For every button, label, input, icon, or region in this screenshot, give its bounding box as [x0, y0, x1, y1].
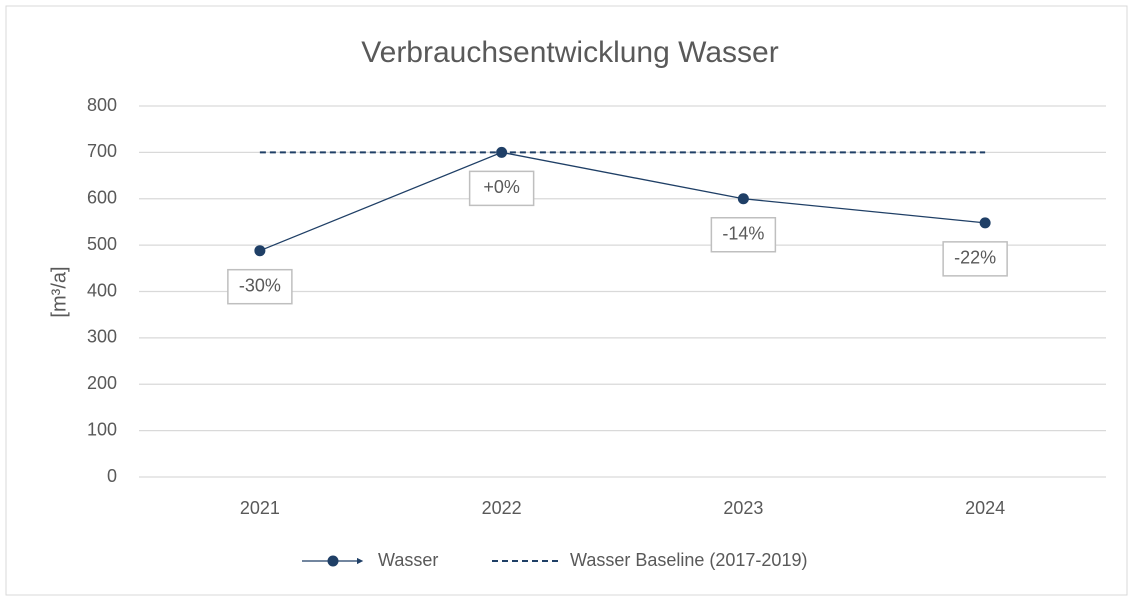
value-label-box [942, 241, 1008, 277]
x-tick-label: 2023 [723, 498, 763, 518]
data-point [737, 193, 749, 205]
legend-label: Wasser Baseline (2017-2019) [570, 550, 807, 570]
y-tick-label: 700 [87, 141, 117, 161]
legend-dot-symbol [327, 555, 339, 567]
series-line [259, 151, 986, 252]
y-tick-label: 600 [87, 188, 117, 208]
y-tick-label: 800 [87, 95, 117, 115]
y-tick-label: 200 [87, 373, 117, 393]
value-label-box [227, 268, 293, 305]
value-label-box [710, 217, 777, 253]
value-label: -30% [239, 275, 281, 295]
y-axis-label: [m³/a] [48, 266, 70, 317]
x-tick-label: 2024 [965, 498, 1005, 518]
value-label: +0% [483, 177, 520, 197]
y-tick-label: 500 [87, 234, 117, 254]
value-label: -22% [954, 248, 996, 268]
chart-title: Verbrauchsentwicklung Wasser [361, 36, 778, 69]
value-label: -14% [722, 224, 764, 244]
x-tick-label: 2021 [240, 498, 280, 518]
chart-frame [5, 5, 1128, 596]
value-label-box [468, 170, 535, 207]
y-tick-label: 400 [87, 280, 117, 300]
data-point [254, 245, 266, 257]
y-tick-label: 100 [87, 419, 117, 439]
y-tick-label: 300 [87, 327, 117, 347]
legend-label: Wasser [378, 550, 438, 570]
x-tick-label: 2022 [482, 498, 522, 518]
data-point [979, 217, 991, 229]
y-tick-label: 0 [107, 466, 117, 486]
